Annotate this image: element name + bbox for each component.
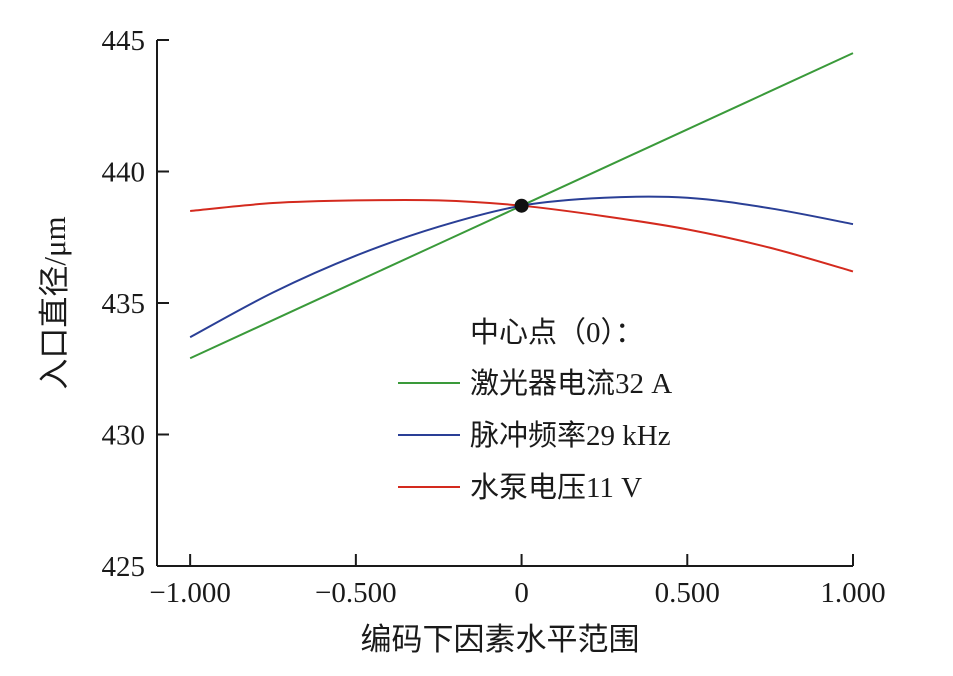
x-tick-label: 0.500 [655,577,720,609]
x-axis-title: 编码下因素水平范围 [361,622,640,657]
legend-label-2: 脉冲频率29 kHz [470,419,671,452]
y-tick-label: 425 [102,551,146,583]
x-tick-label: −1.000 [149,577,231,609]
y-tick-label: 430 [102,420,146,452]
x-tick-label: −0.500 [315,577,397,609]
y-tick-label: 435 [102,288,146,320]
legend: 中心点（0）： 激光器电流32 A 脉冲频率29 kHz 水泵电压11 V [398,316,672,504]
legend-label-3: 水泵电压11 V [470,471,642,504]
x-tick-label: 1.000 [820,577,885,609]
axes: 425 430 435 440 445 −1.000 −0.500 0 0.500 1.000 [102,25,886,609]
marker-layer [514,198,529,213]
y-tick-label: 445 [102,25,146,57]
legend-title: 中心点（0）： [470,316,644,349]
center-point-marker [514,198,529,213]
y-axis-title: 入口直径/μm [37,216,72,389]
x-tick-label: 0 [514,577,529,609]
legend-label-1: 激光器电流32 A [470,367,672,400]
y-tick-label: 440 [102,157,146,189]
